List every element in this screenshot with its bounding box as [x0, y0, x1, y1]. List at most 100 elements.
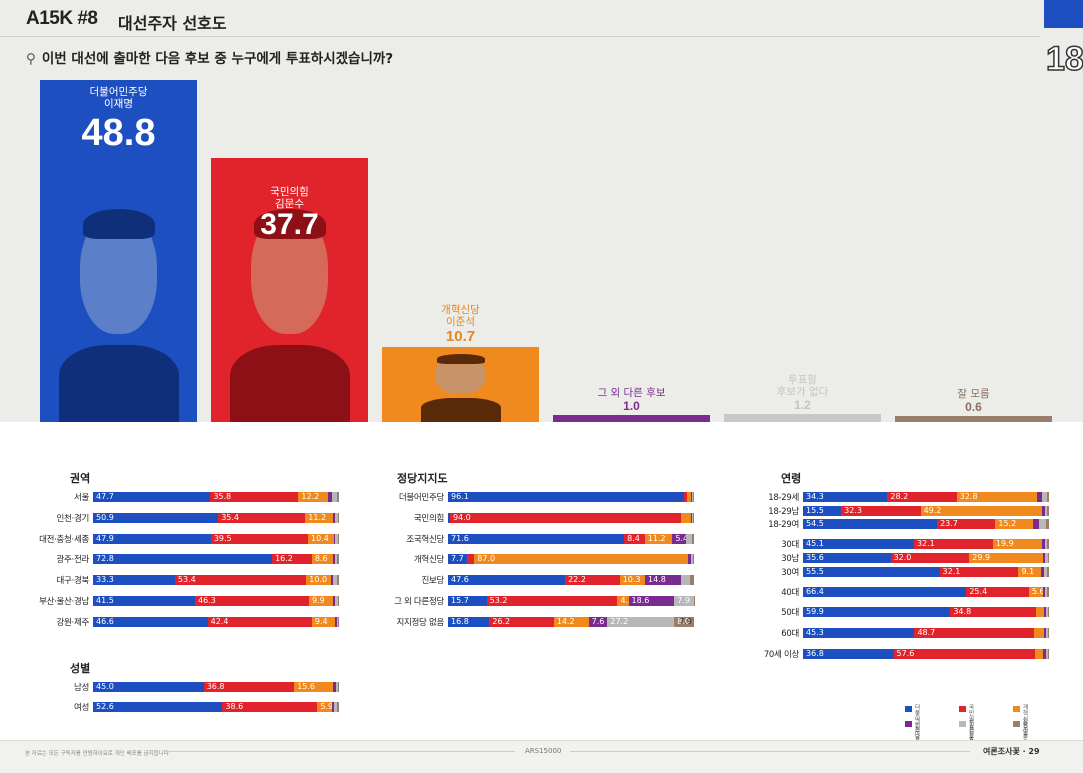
- segment-value: 34.3: [806, 492, 824, 502]
- bar-segment: [337, 492, 339, 502]
- segment-value: 41.5: [96, 596, 114, 606]
- bar-segment: 36.8: [204, 682, 295, 692]
- segment-value: 50.9: [96, 513, 114, 523]
- bar-segment: [338, 617, 339, 627]
- legend-swatch: [1013, 721, 1020, 727]
- bar-segment: 15.7: [448, 596, 487, 606]
- segment-value: 10.3: [623, 575, 641, 585]
- segment-value: 59.9: [806, 607, 824, 617]
- bar-segment: 38.6: [222, 702, 317, 712]
- bar-segment: 45.0: [93, 682, 204, 692]
- bar-segment: 57.6: [894, 649, 1036, 659]
- bar-segment: [1048, 649, 1049, 659]
- candidate-value: 10.7: [382, 328, 539, 345]
- segment-value: 9.9: [312, 596, 325, 606]
- bar-segment: 87.0: [474, 554, 688, 564]
- segment-value: 12.2: [301, 492, 319, 502]
- bar-segment: 25.4: [966, 587, 1028, 597]
- segment-value: 46.6: [96, 617, 114, 627]
- bar-segment: 5.4: [672, 534, 685, 544]
- footer-middle: ARS15000: [525, 747, 561, 755]
- bar-segment: [337, 702, 339, 712]
- segment-value: 18.6: [632, 596, 650, 606]
- segment-value: 38.6: [225, 702, 243, 712]
- bar-segment: 29.9: [969, 553, 1043, 563]
- segment-value: 15.6: [297, 682, 315, 692]
- bar-segment: 45.3: [803, 628, 914, 638]
- bar-segment: [1048, 628, 1049, 638]
- bar-segment: 4.5: [617, 596, 628, 606]
- legend-swatch: [1013, 706, 1020, 712]
- bar-segment: 5.6: [1029, 587, 1043, 597]
- footer-line-left: [165, 751, 515, 752]
- segment-value: 54.5: [806, 519, 824, 529]
- row-label: 30대: [744, 538, 799, 550]
- segment-value: 10.0: [309, 575, 327, 585]
- bar-segment: [681, 513, 690, 523]
- row-label: 인천·경기: [9, 512, 89, 524]
- bar-segment: 15.2: [995, 519, 1032, 529]
- bar-segment: 71.6: [448, 534, 624, 544]
- bar-segment: 26.2: [489, 617, 553, 627]
- row-label: 지지정당 없음: [374, 616, 444, 628]
- bar-segment: 94.0: [450, 513, 681, 523]
- report-code: A15K #8: [26, 8, 98, 30]
- row-label: 30남: [744, 552, 799, 564]
- bar-segment: [1046, 519, 1049, 529]
- bar-segment: 36.8: [803, 649, 894, 659]
- segment-value: 66.4: [806, 587, 824, 597]
- bar-segment: [693, 554, 694, 564]
- segment-value: 28.2: [890, 492, 908, 502]
- bar-segment: [1047, 567, 1049, 577]
- candidate-photo: [421, 352, 501, 422]
- bar-segment: 50.9: [93, 513, 218, 523]
- bar-segment: 11.2: [305, 513, 333, 523]
- segment-value: 34.8: [953, 607, 971, 617]
- segment-value: 7.7: [451, 554, 464, 564]
- segment-value: 35.4: [221, 513, 239, 523]
- stacked-bar: 50.9 35.4 11.2: [93, 513, 339, 523]
- legend-label: 잘 모름: [1023, 720, 1028, 738]
- bar-segment: 53.4: [175, 575, 306, 585]
- bar-segment: 32.3: [841, 506, 920, 516]
- stacked-bar: 59.9 34.8: [803, 607, 1049, 617]
- bar-segment: 42.4: [208, 617, 312, 627]
- segment-value: 29.9: [972, 553, 990, 563]
- segment-value: 45.1: [806, 539, 824, 549]
- bar-segment: 10.0: [306, 575, 331, 585]
- bar-segment: 47.6: [448, 575, 565, 585]
- stacked-bar: 46.6 42.4 9.4: [93, 617, 339, 627]
- bar-segment: 9.9: [309, 596, 333, 606]
- candidate-party: 개혁신당: [382, 304, 539, 316]
- segment-value: 42.4: [211, 617, 229, 627]
- row-label: 광주·전라: [9, 553, 89, 565]
- bar-segment: 47.7: [93, 492, 210, 502]
- bar-segment: [338, 534, 339, 544]
- segment-value: 33.3: [96, 575, 114, 585]
- row-label: 그 외 다른정당: [374, 595, 444, 607]
- segment-value: 14.2: [557, 617, 575, 627]
- legend-swatch: [905, 706, 912, 712]
- bar-segment: [337, 575, 339, 585]
- segment-value: 11.2: [648, 534, 666, 544]
- segment-value: 47.6: [451, 575, 469, 585]
- segment-value: 15.5: [806, 506, 824, 516]
- segment-value: 9.4: [315, 617, 328, 627]
- bar-segment: 11.2: [645, 534, 673, 544]
- bar-segment: 39.5: [211, 534, 308, 544]
- bar-segment: 16.8: [448, 617, 489, 627]
- bar-segment: 19.9: [993, 539, 1042, 549]
- bar-segment: 35.6: [803, 553, 891, 563]
